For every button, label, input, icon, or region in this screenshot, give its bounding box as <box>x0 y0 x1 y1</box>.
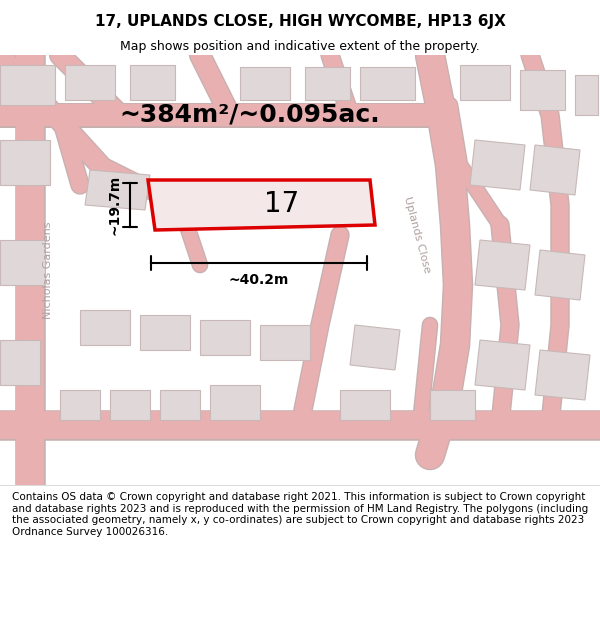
Text: Uplands Close: Uplands Close <box>402 196 432 274</box>
Polygon shape <box>110 390 150 420</box>
Polygon shape <box>305 67 350 100</box>
Polygon shape <box>360 67 415 100</box>
Polygon shape <box>148 180 375 230</box>
Polygon shape <box>155 180 210 225</box>
Polygon shape <box>260 325 310 360</box>
Polygon shape <box>130 65 175 100</box>
Polygon shape <box>0 340 40 385</box>
Polygon shape <box>65 65 115 100</box>
Polygon shape <box>0 140 50 185</box>
Polygon shape <box>460 65 510 100</box>
Text: Nicholas Gardens: Nicholas Gardens <box>43 221 53 319</box>
Polygon shape <box>430 390 475 420</box>
Polygon shape <box>210 385 260 420</box>
Polygon shape <box>470 140 525 190</box>
Polygon shape <box>350 325 400 370</box>
Polygon shape <box>475 340 530 390</box>
Text: 17: 17 <box>265 190 299 218</box>
Polygon shape <box>80 310 130 345</box>
Text: ~384m²/~0.095ac.: ~384m²/~0.095ac. <box>119 103 380 127</box>
Polygon shape <box>200 320 250 355</box>
Text: ~19.7m: ~19.7m <box>108 175 122 235</box>
Polygon shape <box>85 170 150 210</box>
Text: Map shows position and indicative extent of the property.: Map shows position and indicative extent… <box>120 39 480 52</box>
Polygon shape <box>60 390 100 420</box>
Text: 17, UPLANDS CLOSE, HIGH WYCOMBE, HP13 6JX: 17, UPLANDS CLOSE, HIGH WYCOMBE, HP13 6J… <box>95 14 505 29</box>
Text: Contains OS data © Crown copyright and database right 2021. This information is : Contains OS data © Crown copyright and d… <box>12 492 588 537</box>
Polygon shape <box>520 70 565 110</box>
Polygon shape <box>530 145 580 195</box>
Polygon shape <box>0 65 55 105</box>
Polygon shape <box>0 240 45 285</box>
Polygon shape <box>575 75 598 115</box>
Polygon shape <box>535 350 590 400</box>
Polygon shape <box>535 250 585 300</box>
Polygon shape <box>160 390 200 420</box>
Polygon shape <box>240 67 290 100</box>
Polygon shape <box>140 315 190 350</box>
Text: ~40.2m: ~40.2m <box>229 273 289 287</box>
Polygon shape <box>475 240 530 290</box>
Polygon shape <box>340 390 390 420</box>
